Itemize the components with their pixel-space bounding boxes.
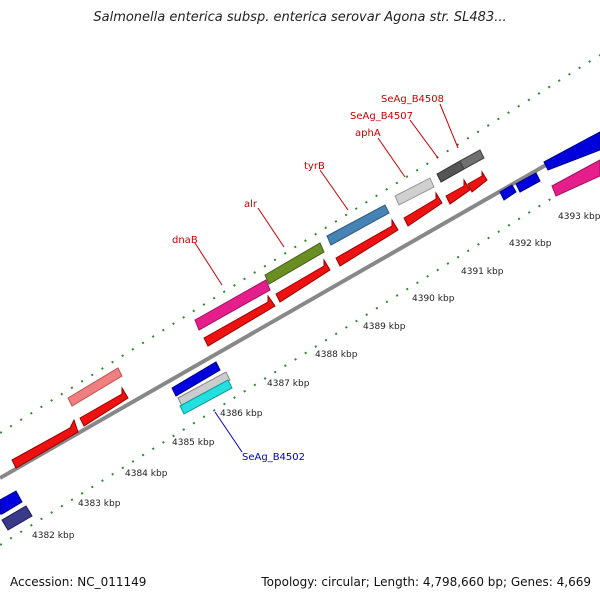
gene-label-SeAg_B4507[interactable]: SeAg_B4507 [350, 111, 413, 122]
gene-label-aphA[interactable]: aphA [355, 128, 381, 139]
gene-SeAg_B4508[interactable] [459, 149, 485, 170]
gene-label-SeAg_B4508[interactable]: SeAg_B4508 [381, 94, 444, 105]
map-title: Salmonella enterica subsp. enterica sero… [93, 10, 507, 25]
scale-label: 4385 kbp [172, 438, 215, 448]
gene-blue-1[interactable] [0, 490, 23, 515]
gene-red-8[interactable] [467, 170, 488, 193]
gene-label-SeAg_B4502[interactable]: SeAg_B4502 [242, 452, 305, 463]
gene-pink-right[interactable] [551, 159, 600, 197]
topology-summary: Topology: circular; Length: 4,798,660 bp… [261, 575, 591, 589]
gene-red-4[interactable] [275, 258, 331, 303]
scale-label: 4384 kbp [125, 469, 168, 479]
gene-SeAg_B4502[interactable] [179, 379, 233, 415]
gene-blue-2[interactable] [171, 361, 221, 397]
scale-label: 4393 kbp [558, 212, 600, 222]
scale-label: 4388 kbp [315, 350, 358, 360]
gene-blue-right-outer[interactable] [543, 131, 600, 171]
gene-grey-small[interactable] [177, 371, 231, 407]
reverse-strand-genes [0, 172, 541, 531]
scale-label: 4382 kbp [32, 531, 75, 541]
gene-pink-left[interactable] [67, 367, 123, 407]
inner-tick-track [0, 167, 600, 546]
gene-tyrB[interactable] [326, 204, 390, 246]
gene-blue-3[interactable] [499, 184, 517, 201]
gene-red-6[interactable] [403, 191, 443, 227]
scale-label: 4383 kbp [78, 499, 121, 509]
gene-label-tyrB[interactable]: tyrB [304, 161, 325, 172]
scale-label: 4392 kbp [509, 239, 552, 249]
scale-label-group: 4382 kbp 4383 kbp 4384 kbp 4385 kbp 4386… [32, 212, 600, 541]
label-leaders [194, 103, 459, 453]
gene-alr[interactable] [264, 242, 325, 285]
gene-blue-4[interactable] [515, 172, 541, 193]
gene-SeAg_B4507[interactable] [436, 160, 465, 183]
scale-label: 4390 kbp [412, 294, 455, 304]
scale-label: 4387 kbp [267, 379, 310, 389]
gene-dnaB[interactable] [194, 279, 271, 331]
gene-red-5[interactable] [335, 218, 399, 267]
gene-label-dnaB[interactable]: dnaB [172, 235, 198, 246]
gene-label-alr[interactable]: alr [244, 199, 258, 210]
gene-aphA[interactable] [394, 177, 435, 206]
outer-gene-track [67, 131, 600, 407]
scale-label: 4386 kbp [220, 409, 263, 419]
gene-red-1[interactable] [11, 418, 79, 469]
gene-red-2[interactable] [79, 386, 129, 427]
scale-label: 4389 kbp [363, 322, 406, 332]
forward-strand-genes [11, 159, 600, 469]
gene-label-group: dnaB alr tyrB aphA SeAg_B4507 SeAg_B4508… [172, 94, 444, 463]
genome-backbone [0, 132, 600, 480]
scale-label: 4391 kbp [461, 267, 504, 277]
accession-label: Accession: NC_011149 [10, 575, 147, 589]
gene-red-3[interactable] [203, 294, 276, 347]
gene-navy-1[interactable] [1, 505, 33, 531]
gene-red-7[interactable] [445, 178, 471, 205]
